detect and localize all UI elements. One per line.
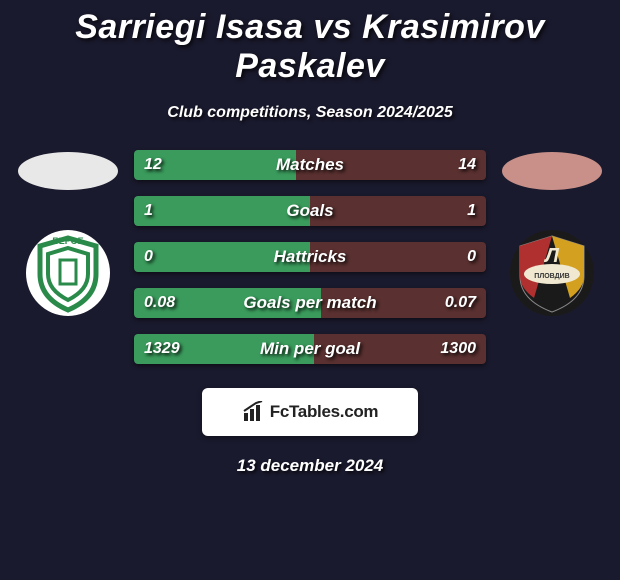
stat-row: 0.080.07Goals per match [134,288,486,318]
stat-label: Min per goal [260,339,360,359]
stat-row: 00Hattricks [134,242,486,272]
stat-row: 13291300Min per goal [134,334,486,364]
svg-text:БЕРОЕ: БЕРОЕ [52,236,83,246]
left-crest: БЕРОЕ [26,230,110,316]
branding-label: FcTables.com [270,402,379,422]
left-ellipse [18,152,118,190]
branding-badge[interactable]: FcTables.com [202,388,418,436]
page-subtitle: Club competitions, Season 2024/2025 [0,104,620,122]
svg-text:Л: Л [543,245,560,267]
stat-rows: 1214Matches 11Goals 00Hattricks 0.080.07Goa… [128,150,492,380]
stat-row: 1214Matches [134,150,486,180]
date-label: 13 december 2024 [0,456,620,476]
stat-row: 11Goals [134,196,486,226]
shield-icon: БЕРОЕ [26,230,110,316]
svg-text:ПЛОВДИВ: ПЛОВДИВ [534,273,569,280]
club-shield-icon: ПЛОВДИВ Л [510,230,594,316]
stat-label: Matches [276,155,344,175]
left-side: БЕРОЕ [8,150,128,380]
stat-label: Goals per match [243,293,376,313]
right-side: ПЛОВДИВ Л [492,150,612,380]
stat-label: Goals [286,201,333,221]
comparison-layout: БЕРОЕ 1214Matches 11Goals 00Hattricks 0.080… [0,150,620,380]
right-crest: ПЛОВДИВ Л [510,230,594,316]
stat-label: Hattricks [274,247,347,267]
page-title: Sarriegi Isasa vs Krasimirov Paskalev [0,0,620,86]
bar-chart-icon [242,401,266,423]
right-ellipse [502,152,602,190]
